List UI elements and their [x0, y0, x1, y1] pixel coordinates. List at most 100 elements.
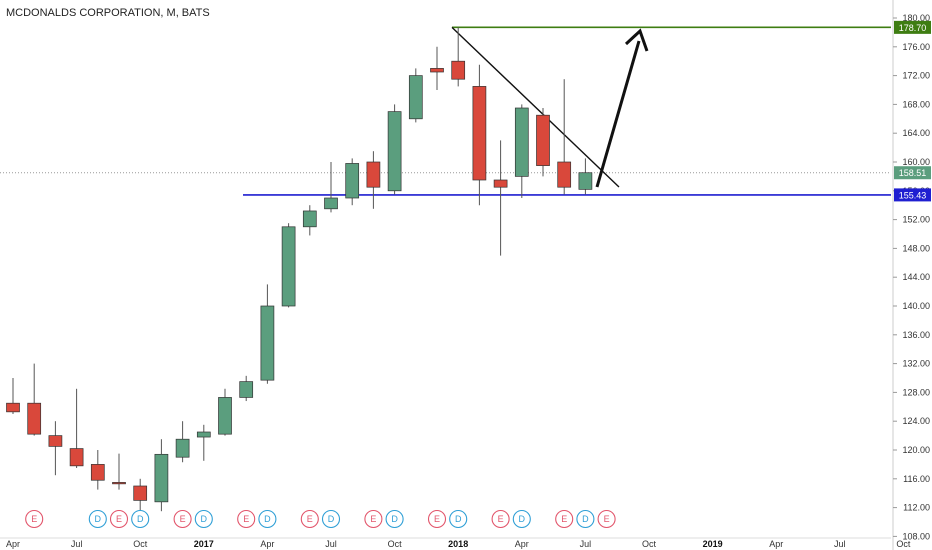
earnings-marker[interactable]: E	[364, 509, 383, 529]
dividend-marker[interactable]: D	[194, 509, 213, 529]
candle-2017-06[interactable]	[302, 205, 317, 236]
candle-2016-12[interactable]	[175, 421, 190, 463]
candle-2017-09[interactable]	[366, 151, 381, 209]
event-label: D	[455, 514, 462, 524]
event-circle	[173, 509, 192, 529]
candle-2018-03[interactable]	[493, 140, 508, 256]
y-tick-label: 176.00	[902, 42, 930, 52]
dividend-marker[interactable]: D	[449, 509, 468, 529]
y-tick-label: 128.00	[902, 387, 930, 397]
candle-body	[387, 111, 402, 192]
event-circle	[427, 509, 447, 529]
descending-trendline[interactable]	[451, 26, 620, 188]
candle-2016-11[interactable]	[154, 439, 169, 512]
candle-body	[281, 226, 296, 307]
candle-2018-02[interactable]	[472, 64, 487, 206]
dividend-marker[interactable]: D	[321, 509, 341, 529]
event-circle	[109, 509, 129, 529]
candle-2018-07[interactable]	[578, 158, 593, 195]
candle-2018-06[interactable]	[557, 79, 572, 195]
x-tick-label: 2019	[703, 539, 723, 549]
dividend-marker[interactable]: D	[576, 509, 595, 529]
candle-2017-07[interactable]	[324, 162, 338, 213]
x-tick-label: 2017	[194, 539, 214, 549]
event-circle	[491, 509, 510, 529]
candle-body	[536, 114, 550, 166]
candle-body	[493, 179, 508, 188]
candle-2017-12[interactable]	[430, 46, 444, 90]
y-tick-label: 152.00	[902, 215, 930, 225]
candle-2017-08[interactable]	[345, 158, 360, 206]
candle-2016-04[interactable]	[6, 378, 20, 414]
event-circle	[321, 509, 341, 529]
candle-body	[196, 431, 211, 438]
dividend-marker[interactable]: D	[88, 509, 107, 529]
x-tick-label: Oct	[388, 539, 403, 549]
earnings-marker[interactable]: E	[555, 509, 574, 529]
candle-2017-04[interactable]	[260, 284, 275, 384]
dividend-marker[interactable]: D	[131, 509, 150, 529]
event-circle	[576, 509, 595, 529]
earnings-marker[interactable]: E	[25, 509, 44, 529]
event-circle	[25, 509, 44, 529]
candle-2018-01[interactable]	[451, 27, 466, 87]
candle-body	[408, 75, 423, 120]
y-tick-label: 132.00	[902, 359, 930, 369]
y-tick-label: 148.00	[902, 243, 930, 253]
candle-body	[6, 402, 20, 413]
candle-body	[302, 210, 317, 228]
event-label: D	[264, 514, 271, 524]
candle-2017-11[interactable]	[408, 68, 423, 123]
candle-body	[451, 60, 466, 80]
earnings-marker[interactable]: E	[427, 509, 447, 529]
candle-2017-05[interactable]	[281, 223, 296, 308]
event-label: E	[180, 514, 186, 524]
candle-body	[324, 197, 338, 210]
projection-arrow[interactable]	[595, 40, 641, 188]
earnings-marker[interactable]: E	[109, 509, 129, 529]
event-label: D	[582, 514, 589, 524]
candle-2016-08[interactable]	[90, 450, 105, 490]
y-tick-label: 108.00	[902, 531, 930, 541]
dividend-marker[interactable]: D	[385, 509, 404, 529]
event-circle	[194, 509, 213, 529]
event-label: E	[434, 514, 440, 524]
candle-2018-05[interactable]	[536, 108, 550, 177]
dividend-marker[interactable]: D	[512, 509, 531, 529]
x-tick-label: 2018	[448, 539, 468, 549]
candle-2016-06[interactable]	[48, 421, 63, 476]
projection-arrow-head	[624, 28, 649, 52]
candle-body	[260, 305, 275, 381]
candle-body	[366, 161, 381, 188]
event-label: D	[95, 514, 102, 524]
candle-2017-03[interactable]	[239, 375, 254, 402]
event-circle	[258, 509, 277, 529]
candle-2017-01[interactable]	[196, 424, 211, 461]
candle-body	[345, 163, 360, 199]
candle-2018-04[interactable]	[514, 104, 529, 198]
earnings-marker[interactable]: E	[173, 509, 192, 529]
event-circle	[131, 509, 150, 529]
candle-2016-07[interactable]	[69, 388, 84, 468]
event-label: D	[201, 514, 208, 524]
earnings-marker[interactable]: E	[237, 509, 256, 529]
event-label: D	[137, 514, 144, 524]
dividend-marker[interactable]: D	[258, 509, 277, 529]
y-tick-label: 160.00	[902, 157, 930, 167]
candle-2017-10[interactable]	[387, 104, 402, 195]
event-label: E	[370, 514, 376, 524]
earnings-marker[interactable]: E	[491, 509, 510, 529]
candle-2017-02[interactable]	[218, 388, 232, 436]
y-tick-label: 120.00	[902, 445, 930, 455]
earnings-marker[interactable]: E	[597, 509, 616, 529]
earnings-marker[interactable]: E	[300, 509, 319, 529]
candle-2016-09[interactable]	[112, 453, 126, 490]
y-tick-label: 168.00	[902, 99, 930, 109]
event-label: D	[328, 514, 335, 524]
event-circle	[300, 509, 319, 529]
event-label: D	[519, 514, 526, 524]
candle-2016-05[interactable]	[27, 363, 42, 436]
candle-body	[239, 381, 254, 398]
candle-body	[112, 482, 126, 485]
